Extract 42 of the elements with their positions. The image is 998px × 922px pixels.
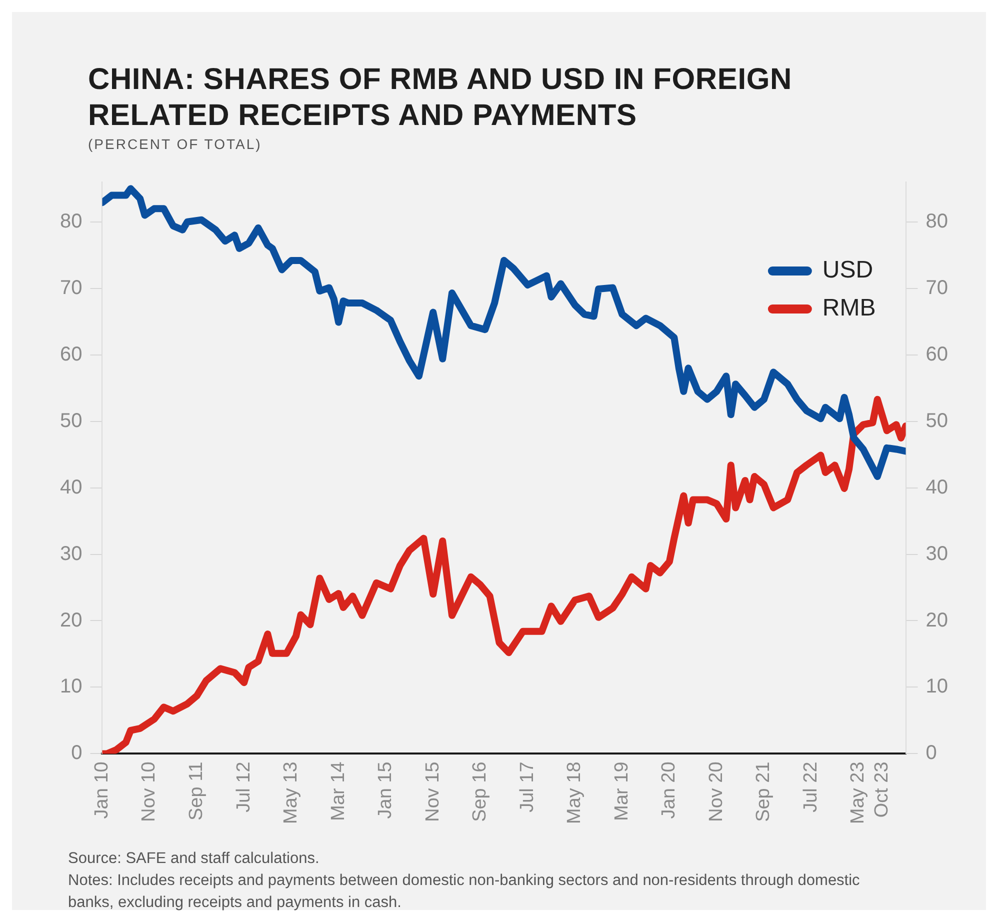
y-tick-label: 30 — [60, 542, 82, 565]
legend-label: USD — [822, 256, 874, 284]
x-tick-label: Jan 10 — [91, 762, 112, 819]
y-tick-label: 20 — [60, 609, 82, 632]
x-tick-label: Oct 23 — [871, 762, 892, 818]
y2-tick-label: 20 — [926, 609, 948, 632]
y-tick-label: 10 — [60, 676, 82, 698]
x-tick-label: Nov 20 — [706, 762, 727, 822]
x-tick-label: Sep 11 — [186, 762, 208, 821]
y2-tick-label: 10 — [926, 676, 948, 698]
y-tick-label: 0 — [71, 742, 82, 764]
chart-title: CHINA: SHARES OF RMB AND USD IN FOREIGN RELATED RECEIPTS AND PAYMENTS — [88, 62, 793, 134]
source-note: Source: SAFE and staff calculations. — [68, 849, 320, 869]
x-tick-label: Jul 12 — [233, 762, 254, 812]
x-tick-label: May 13 — [280, 762, 302, 824]
x-tick-label: May 23 — [848, 762, 869, 824]
y2-tick-label: 30 — [926, 542, 948, 565]
y2-tick-label: 50 — [926, 410, 948, 432]
legend-label: RMB — [822, 294, 876, 322]
y-tick-label: 60 — [60, 343, 82, 366]
x-tick-label: Jul 17 — [516, 762, 538, 812]
x-tick-label: Sep 21 — [753, 762, 774, 822]
x-tick-label: Nov 10 — [138, 762, 160, 822]
y-tick-label: 40 — [60, 476, 82, 498]
x-tick-label: Sep 16 — [470, 762, 491, 822]
y2-tick-label: 70 — [926, 276, 948, 299]
y2-tick-label: 80 — [926, 210, 948, 232]
x-tick-label: Mar 19 — [611, 762, 632, 821]
y2-tick-label: 60 — [926, 343, 948, 366]
y2-tick-label: 40 — [926, 476, 948, 498]
x-tick-label: May 18 — [564, 762, 586, 824]
y2-tick-label: 0 — [926, 742, 937, 764]
y-tick-label: 70 — [60, 276, 82, 299]
x-tick-label: Jul 22 — [800, 762, 822, 812]
x-tick-label: Mar 14 — [328, 761, 349, 821]
x-tick-label: Jan 15 — [375, 762, 396, 819]
y-tick-label: 50 — [60, 410, 82, 432]
chart-subtitle: (PERCENT OF TOTAL) — [88, 136, 262, 152]
y-tick-label: 80 — [60, 210, 82, 232]
x-tick-label: Jan 20 — [658, 762, 680, 819]
text: Notes: Includes receipts and payments between domestic non-banking sectors and non-residents through domestic banks, excluding receipts and payments in cash. — [68, 871, 861, 913]
x-tick-label: Nov 15 — [422, 762, 444, 822]
